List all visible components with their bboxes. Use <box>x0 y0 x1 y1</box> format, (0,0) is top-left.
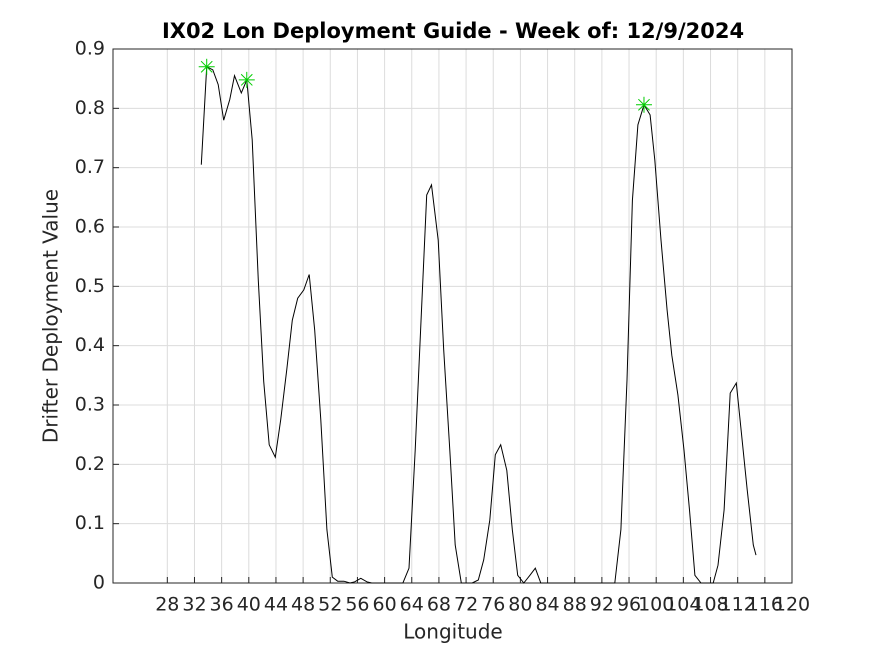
x-tick-label: 40 <box>237 594 261 616</box>
y-tick-label: 0 <box>93 572 105 594</box>
y-tick-label: 0.7 <box>75 156 105 178</box>
x-tick-label: 56 <box>345 594 369 616</box>
x-tick-label: 60 <box>373 594 397 616</box>
x-tick-label: 44 <box>264 594 288 616</box>
y-tick-label: 0.6 <box>75 216 105 238</box>
x-tick-label: 76 <box>481 594 505 616</box>
y-axis-label: Drifter Deployment Value <box>39 189 63 443</box>
x-tick-label: 28 <box>155 594 179 616</box>
x-tick-label: 100 <box>638 594 674 616</box>
x-tick-label: 52 <box>318 594 342 616</box>
peak-marker <box>238 71 255 88</box>
x-tick-label: 48 <box>291 594 315 616</box>
x-tick-label: 108 <box>692 594 728 616</box>
y-tick-label: 0.8 <box>75 97 105 119</box>
x-tick-label: 72 <box>454 594 478 616</box>
x-tick-label: 80 <box>508 594 532 616</box>
x-tick-label: 104 <box>665 594 701 616</box>
data-line <box>200 66 757 584</box>
marker-stroke <box>240 73 253 86</box>
marker-stroke <box>638 98 650 111</box>
marker-stroke <box>200 60 213 73</box>
y-tick-label: 0.5 <box>75 275 105 297</box>
y-tick-label: 0.9 <box>75 38 105 60</box>
peak-marker <box>198 58 215 75</box>
x-tick-label: 64 <box>400 594 424 616</box>
peak-marker <box>635 96 652 113</box>
x-tick-label: 88 <box>563 594 587 616</box>
x-tick-label: 92 <box>590 594 614 616</box>
y-tick-label: 0.1 <box>75 512 105 534</box>
plot-frame <box>112 48 793 584</box>
x-tick-label: 32 <box>182 594 206 616</box>
x-tick-label: 116 <box>747 594 783 616</box>
y-tick-label: 0.4 <box>75 334 105 356</box>
x-tick-label: 84 <box>535 594 559 616</box>
x-axis-label: Longitude <box>403 620 502 644</box>
x-tick-label: 112 <box>720 594 756 616</box>
chart-title: IX02 Lon Deployment Guide - Week of: 12/… <box>162 19 744 43</box>
x-tick-label: 36 <box>210 594 234 616</box>
x-tick-label: 96 <box>617 594 641 616</box>
x-tick-label: 68 <box>427 594 451 616</box>
x-tick-label: 120 <box>774 594 810 616</box>
y-tick-label: 0.2 <box>75 453 105 475</box>
y-tick-label: 0.3 <box>75 394 105 416</box>
